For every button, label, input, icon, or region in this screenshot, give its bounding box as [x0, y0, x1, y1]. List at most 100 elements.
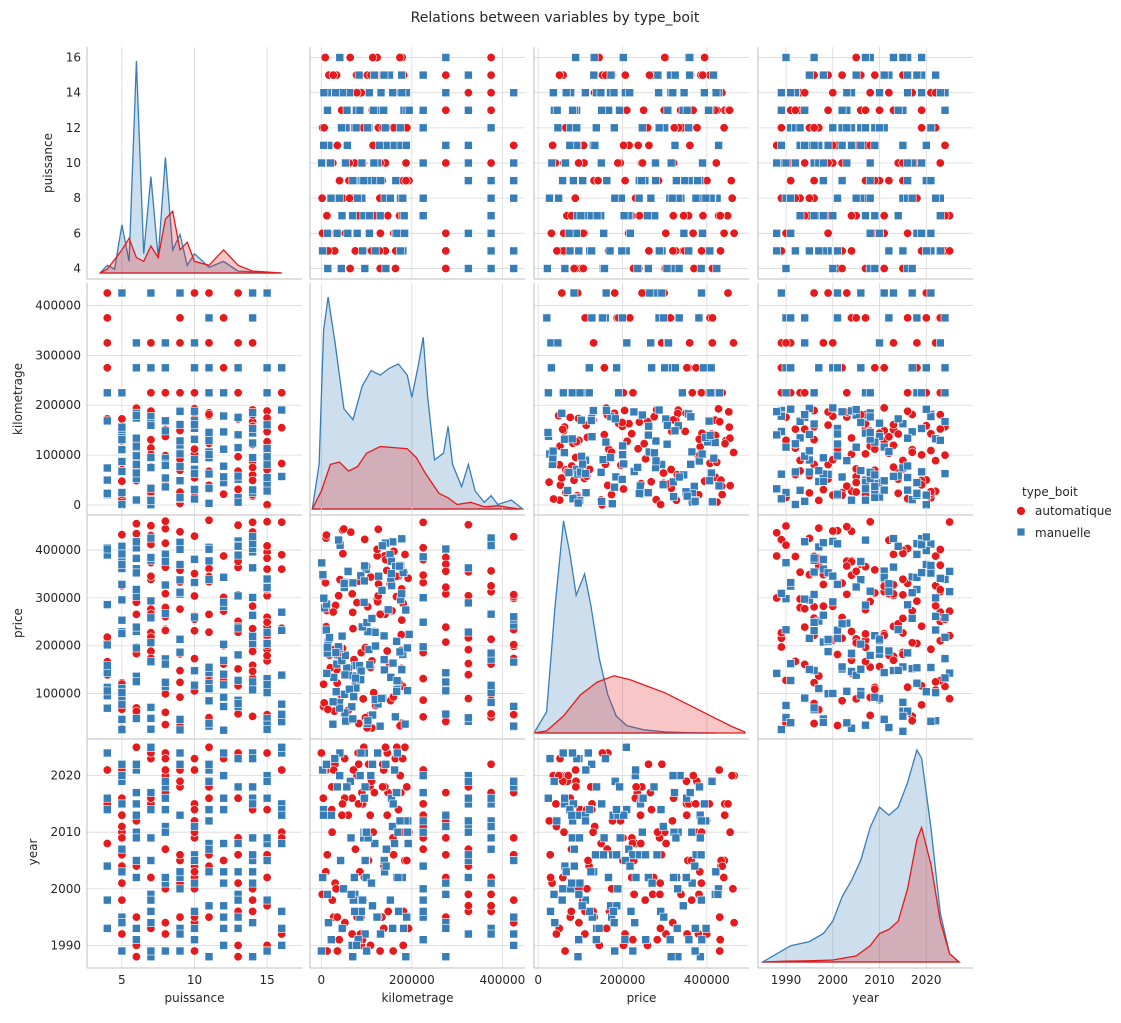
point-manuelle-64: [358, 246, 368, 256]
point-manuelle-47: [552, 816, 562, 826]
point-manuelle-108: [175, 867, 185, 877]
point-manuelle-114: [626, 229, 635, 238]
point-manuelle-133: [610, 482, 619, 492]
point-manuelle-108: [393, 873, 403, 882]
point-manuelle-79: [204, 684, 214, 694]
point-manuelle-130: [615, 782, 624, 792]
point-automatique-127: [233, 940, 243, 950]
panel-puissance-vs-price: [533, 47, 749, 280]
point-manuelle-37: [591, 123, 601, 133]
legend-label-automatique: automatique: [1035, 504, 1112, 518]
point-automatique-122: [248, 646, 258, 656]
point-manuelle-94: [546, 907, 555, 916]
point-automatique-13: [917, 700, 927, 710]
point-manuelle-122: [577, 901, 587, 911]
point-manuelle-134: [388, 88, 398, 97]
point-manuelle-136: [665, 935, 675, 945]
point-automatique-87: [644, 70, 654, 80]
point-automatique-113: [888, 549, 898, 559]
point-automatique-137: [680, 426, 690, 436]
point-manuelle-135: [697, 895, 706, 905]
point-manuelle-122: [161, 873, 170, 882]
point-manuelle-81: [917, 568, 926, 577]
point-manuelle-95: [403, 686, 412, 695]
point-manuelle-112: [117, 388, 127, 398]
point-automatique-68: [160, 538, 170, 548]
point-manuelle-48: [396, 246, 405, 256]
point-manuelle-64: [596, 88, 606, 97]
point-manuelle-131: [777, 494, 786, 504]
point-manuelle-64: [132, 468, 141, 478]
point-manuelle-12: [644, 421, 654, 431]
point-manuelle-130: [805, 70, 814, 80]
point-manuelle-122: [317, 158, 326, 168]
point-manuelle-16: [575, 878, 585, 888]
point-manuelle-11: [907, 495, 917, 504]
point-manuelle-94: [204, 556, 214, 566]
point-manuelle-89: [610, 776, 620, 786]
point-manuelle-39: [879, 476, 889, 486]
ytick-label-kilometrage-2: 200000: [35, 398, 81, 412]
point-manuelle-52: [819, 211, 828, 220]
point-manuelle-90: [441, 668, 451, 678]
point-automatique-53: [823, 105, 833, 115]
point-automatique-42: [486, 634, 496, 644]
point-automatique-42: [818, 338, 828, 348]
point-manuelle-48: [800, 496, 810, 506]
point-manuelle-121: [781, 701, 791, 710]
point-manuelle-90: [161, 793, 170, 803]
point-manuelle-121: [418, 70, 428, 80]
point-manuelle-58: [219, 669, 228, 679]
point-manuelle-52: [190, 434, 199, 444]
point-automatique-112: [800, 88, 810, 98]
point-manuelle-37: [898, 246, 908, 256]
ytick-label-kilometrage-4: 400000: [35, 298, 81, 312]
point-automatique-91: [870, 565, 880, 575]
point-manuelle-47: [146, 703, 156, 712]
point-manuelle-46: [117, 715, 127, 724]
point-manuelle-2: [277, 670, 287, 680]
point-automatique-130: [698, 70, 708, 80]
panel-kilometrage-vs-kilometrage: [309, 283, 525, 516]
point-manuelle-138: [569, 176, 578, 185]
point-automatique-48: [714, 765, 724, 775]
point-automatique-38: [102, 632, 112, 642]
point-automatique-133: [776, 123, 786, 133]
point-manuelle-19: [685, 788, 695, 797]
point-manuelle-132: [350, 907, 360, 916]
point-manuelle-104: [664, 338, 673, 348]
point-automatique-19: [548, 140, 558, 150]
point-automatique-35: [628, 935, 638, 945]
point-manuelle-110: [842, 456, 852, 465]
point-manuelle-42: [441, 686, 451, 696]
point-automatique-101: [729, 918, 739, 928]
point-manuelle-131: [560, 264, 570, 273]
point-automatique-119: [809, 176, 819, 186]
point-manuelle-59: [578, 176, 588, 185]
point-manuelle-62: [190, 338, 199, 348]
point-manuelle-56: [262, 452, 272, 462]
point-manuelle-57: [509, 158, 519, 168]
point-manuelle-108: [884, 646, 894, 656]
point-manuelle-56: [800, 313, 810, 323]
point-manuelle-102: [786, 363, 796, 373]
point-manuelle-129: [418, 895, 428, 905]
point-manuelle-97: [322, 642, 332, 652]
point-manuelle-110: [509, 929, 519, 939]
point-automatique-3: [809, 602, 819, 612]
point-manuelle-63: [819, 70, 828, 80]
point-manuelle-59: [509, 702, 519, 711]
point-manuelle-44: [614, 388, 623, 398]
point-manuelle-78: [190, 363, 199, 373]
point-manuelle-99: [870, 211, 880, 220]
point-automatique-113: [691, 799, 701, 809]
point-manuelle-21: [117, 615, 127, 625]
point-manuelle-1: [772, 229, 782, 238]
point-manuelle-113: [573, 952, 583, 962]
point-automatique-83: [319, 123, 329, 133]
point-manuelle-133: [277, 810, 287, 820]
point-manuelle-108: [889, 53, 898, 62]
point-manuelle-138: [117, 946, 127, 956]
point-manuelle-63: [940, 673, 950, 683]
point-manuelle-45: [418, 211, 428, 220]
